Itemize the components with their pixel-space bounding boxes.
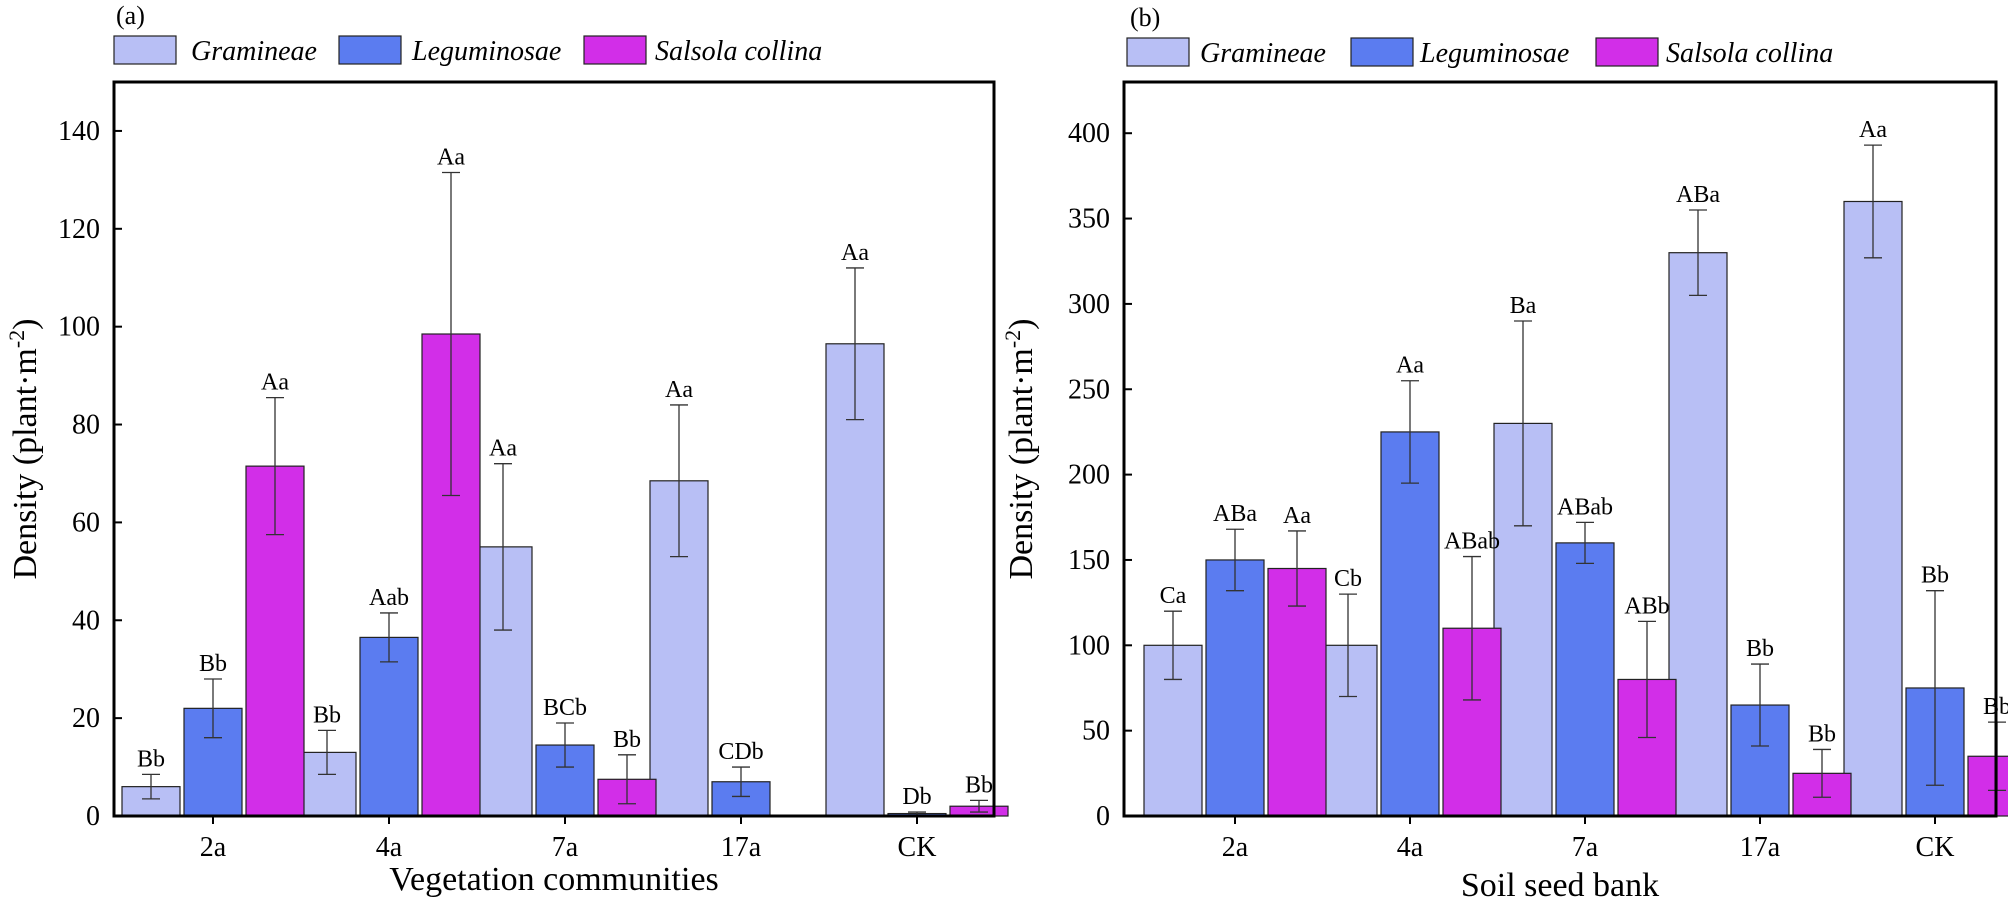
significance-label: Bb <box>965 772 993 798</box>
legend-swatch-2 <box>583 35 647 65</box>
y-tick-label: 100 <box>58 312 100 343</box>
significance-label: Db <box>902 784 931 810</box>
bar-gramineae-CK <box>1843 200 1903 817</box>
legend-label-2: Salsola collina <box>655 36 822 67</box>
y-tick-label: 350 <box>1068 204 1110 235</box>
y-tick-label: 200 <box>1068 460 1110 491</box>
bar-gramineae-17a <box>1668 252 1728 817</box>
significance-label: Aa <box>1283 503 1311 529</box>
significance-label: BCb <box>543 695 587 721</box>
y-axis-label: Density (plant·m-2) <box>4 319 44 580</box>
significance-label: ABa <box>1676 182 1720 208</box>
y-tick-label: 80 <box>72 410 100 441</box>
significance-label: Bb <box>1808 721 1836 747</box>
plot-frame <box>1122 80 1998 818</box>
y-tick-label: 140 <box>58 116 100 147</box>
significance-label: Bb <box>1746 636 1774 662</box>
legend-swatch-1 <box>1350 37 1414 67</box>
y-tick-label: 40 <box>72 605 100 636</box>
legend-swatch-0 <box>113 35 177 65</box>
significance-label: Aa <box>261 370 289 396</box>
x-axis-label: Vegetation communities <box>389 861 719 898</box>
x-tick-label: 7a <box>552 832 579 863</box>
x-tick-label: 2a <box>1222 832 1249 863</box>
y-tick-label: 120 <box>58 214 100 245</box>
significance-label: Bb <box>1921 563 1949 589</box>
y-tick-label: 400 <box>1068 118 1110 149</box>
y-tick-label: 50 <box>1082 716 1110 747</box>
legend-swatch-1 <box>338 35 402 65</box>
y-tick-label: 250 <box>1068 374 1110 405</box>
legend-label-0: Gramineae <box>1200 38 1326 69</box>
significance-label: ABa <box>1213 501 1257 527</box>
significance-label: Cb <box>1334 566 1362 592</box>
panel-tag: (a) <box>116 1 145 30</box>
x-tick-label: CK <box>1916 832 1955 863</box>
significance-label: Bb <box>137 746 165 772</box>
legend-label-1: Leguminosae <box>411 36 561 67</box>
x-tick-label: CK <box>898 832 937 863</box>
chart-panel-a: (a) Gramineae Leguminosae Salsola collina Bb… <box>4 1 1009 898</box>
significance-label: Bb <box>199 651 227 677</box>
x-tick-label: 17a <box>1740 832 1781 863</box>
legend-label-2: Salsola collina <box>1666 38 1833 69</box>
bar-leguminosae-4a <box>1380 431 1440 817</box>
significance-label: Ba <box>1510 293 1537 319</box>
legend-swatch-2 <box>1595 37 1659 67</box>
significance-label: Aa <box>665 377 693 403</box>
significance-label: Bb <box>613 727 641 753</box>
y-tick-label: 300 <box>1068 289 1110 320</box>
chart-panel-b: (b) Gramineae Leguminosae Salsola collina Ca… <box>1000 3 2008 904</box>
y-axis-label: Density (plant·m-2) <box>1000 319 1040 580</box>
significance-label: Aa <box>1859 117 1887 143</box>
significance-label: Aa <box>841 240 869 266</box>
y-tick-label: 100 <box>1068 630 1110 661</box>
legend-swatch-0 <box>1126 37 1190 67</box>
significance-label: Aa <box>437 145 465 171</box>
significance-label: Aab <box>369 585 409 611</box>
significance-label: ABb <box>1624 593 1669 619</box>
bar-leguminosae-4a <box>359 636 419 817</box>
significance-label: Aa <box>489 436 517 462</box>
bar-leguminosae-2a <box>1205 559 1265 817</box>
significance-label: Bb <box>313 702 341 728</box>
x-axis-label: Soil seed bank <box>1461 867 1659 904</box>
y-tick-label: 0 <box>86 801 100 832</box>
x-tick-label: 7a <box>1572 832 1599 863</box>
x-tick-label: 17a <box>721 832 762 863</box>
legend-label-1: Leguminosae <box>1419 38 1569 69</box>
significance-label: Ca <box>1160 583 1187 609</box>
y-tick-label: 0 <box>1096 801 1110 832</box>
y-tick-label: 20 <box>72 703 100 734</box>
y-tick-label: 150 <box>1068 545 1110 576</box>
significance-label: ABab <box>1444 529 1500 555</box>
significance-label: Aa <box>1396 353 1424 379</box>
legend-label-0: Gramineae <box>191 36 317 67</box>
x-tick-label: 4a <box>376 832 403 863</box>
bar-leguminosae-7a <box>1555 542 1615 817</box>
x-tick-label: 4a <box>1397 832 1424 863</box>
significance-label: ABab <box>1557 494 1613 520</box>
bar-salsola-collina-CK <box>1967 755 2008 817</box>
significance-label: CDb <box>718 739 763 765</box>
panel-tag: (b) <box>1130 3 1160 32</box>
plot-frame <box>112 80 996 818</box>
x-tick-label: 2a <box>200 832 227 863</box>
y-tick-label: 60 <box>72 507 100 538</box>
